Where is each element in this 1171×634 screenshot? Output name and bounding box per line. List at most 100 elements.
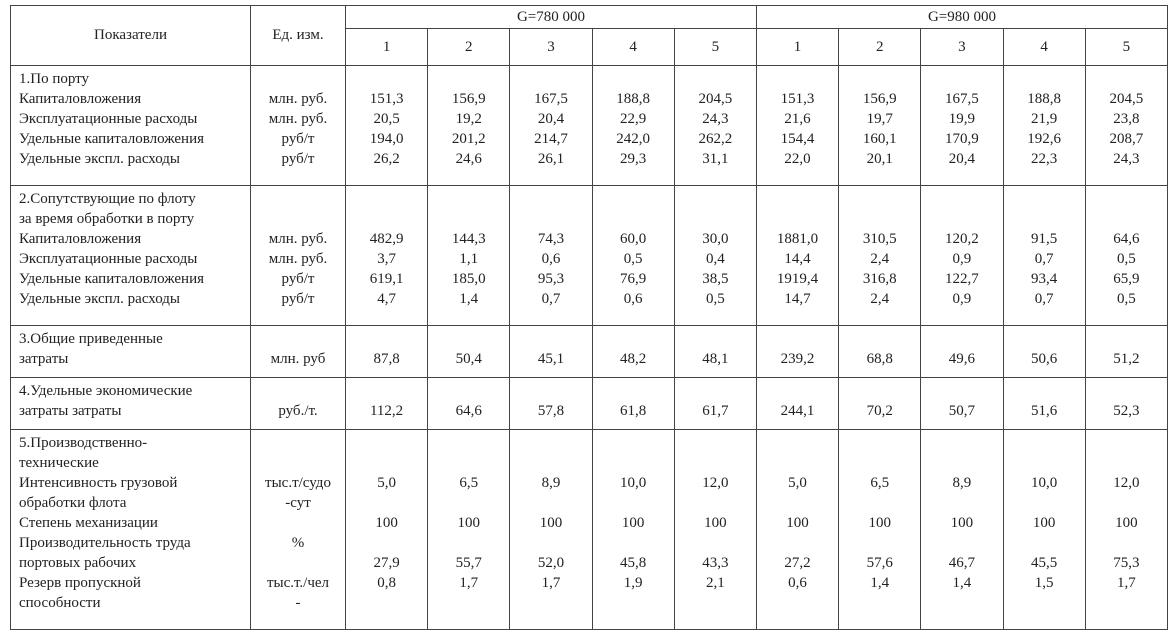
value [675, 493, 756, 513]
value-cell: 156,9 19,7 160,1 20,1 [838, 65, 922, 186]
unit-cell: тыс.т/судо -сут% тыс.т./чел - [250, 429, 346, 630]
value: 57,6 [866, 555, 893, 571]
value: 1,7 [541, 575, 561, 591]
value: 22,9 [620, 111, 647, 127]
value-cell: 204,5 23,8 208,7 24,3 [1084, 65, 1169, 186]
value [839, 533, 920, 553]
value: 156,9 [451, 91, 486, 107]
value-cell: 68,8 [838, 325, 922, 378]
value: 6,5 [870, 475, 890, 491]
row-label: Резерв пропускной [19, 575, 141, 591]
value-cell: 112,2 [344, 377, 429, 430]
value [839, 433, 920, 453]
column-number: 4 [591, 28, 675, 66]
header-row: Показатели Ед. изм. G=780 000 G=980 000 [10, 5, 1169, 66]
value: 24,6 [455, 151, 482, 167]
value [1086, 433, 1167, 453]
value [675, 533, 756, 553]
value: 8,9 [952, 475, 972, 491]
value [510, 493, 591, 513]
row-label: затраты [19, 351, 69, 367]
unit-cell: руб./т. [250, 377, 346, 430]
value: 26,2 [373, 151, 400, 167]
value-cell: 10,0 100 45,5 1,5 [1002, 429, 1086, 630]
row-label: Эксплуатационные расходы [19, 251, 198, 267]
value: 14,7 [784, 291, 811, 307]
group-header: G=980 000 [755, 5, 1169, 29]
row-label: портовых рабочих [19, 555, 137, 571]
value [1004, 69, 1085, 89]
column-number: 5 [1084, 28, 1169, 66]
value [346, 189, 427, 209]
value: 22,0 [784, 151, 811, 167]
value-cell: 8,9 100 52,0 1,7 [509, 429, 593, 630]
row-label: Производительность труда [19, 535, 191, 551]
value [757, 329, 838, 349]
label-cell: 1.По порту Капиталовложения Эксплуатационн… [10, 65, 251, 186]
value: 201,2 [451, 131, 486, 147]
value: 112,2 [369, 403, 404, 419]
row-label: способности [19, 595, 101, 611]
value: 19,7 [866, 111, 893, 127]
value: 76,9 [620, 271, 647, 287]
row-label: обработки флота [19, 495, 127, 511]
unit: % [291, 535, 305, 551]
value [839, 329, 920, 349]
unit: -сут [285, 495, 311, 511]
value: 14,4 [784, 251, 811, 267]
value-cell: 120,2 0,9 122,7 0,9 [920, 185, 1004, 326]
unit: тыс.т./чел [266, 575, 330, 591]
value [839, 453, 920, 473]
value: 57,8 [537, 403, 565, 419]
unit [251, 381, 345, 401]
value: 310,5 [862, 231, 897, 247]
value-cell: 48,2 [591, 325, 675, 378]
value: 43,3 [702, 555, 729, 571]
value: 0,4 [705, 251, 725, 267]
value [428, 381, 509, 401]
value: 12,0 [702, 475, 729, 491]
value [757, 533, 838, 553]
value: 1,4 [459, 291, 479, 307]
row-label: за время обработки в порту [19, 211, 195, 227]
value: 0,9 [952, 251, 972, 267]
value: 122,7 [945, 271, 979, 287]
value-cell: 310,5 2,4 316,8 2,4 [838, 185, 922, 326]
value-cell: 12,0 100 43,3 2,1 [673, 429, 757, 630]
unit: тыс.т/судо [265, 475, 331, 491]
value [921, 453, 1002, 473]
value [593, 329, 674, 349]
value: 1,7 [459, 575, 479, 591]
value-cell: 60,0 0,5 76,9 0,6 [591, 185, 675, 326]
row-label: Удельные экспл. расходы [19, 151, 180, 167]
section-row: 4.Удельные экономические затраты затраты р… [10, 377, 1169, 430]
value: 100 [457, 515, 481, 531]
value: 10,0 [620, 475, 647, 491]
row-label: Эксплуатационные расходы [19, 111, 198, 127]
value-cell: 64,6 [427, 377, 511, 430]
value: 1,4 [870, 575, 890, 591]
value: 4,7 [377, 291, 396, 307]
value [757, 381, 838, 401]
value: 5,0 [377, 475, 396, 491]
value [757, 69, 838, 89]
unit [251, 553, 345, 573]
value [1004, 533, 1085, 553]
value [510, 533, 591, 553]
value: 204,5 [698, 91, 733, 107]
value: 167,5 [534, 91, 568, 107]
section-row: 5.Производственно-технические Интенсивнос… [10, 429, 1169, 630]
value: 185,0 [451, 271, 486, 287]
value-cell: 204,5 24,3 262,2 31,1 [673, 65, 757, 186]
value: 0,5 [705, 291, 725, 307]
value: 0,5 [623, 251, 643, 267]
unit [251, 453, 345, 473]
row-label: 2.Сопутствующие по флоту [19, 191, 196, 207]
value [757, 493, 838, 513]
value: 55,7 [455, 555, 482, 571]
value: 0,8 [377, 575, 396, 591]
value [428, 433, 509, 453]
value: 27,9 [373, 555, 400, 571]
value: 0,6 [623, 291, 643, 307]
value-cell: 482,9 3,7 619,1 4,7 [344, 185, 429, 326]
